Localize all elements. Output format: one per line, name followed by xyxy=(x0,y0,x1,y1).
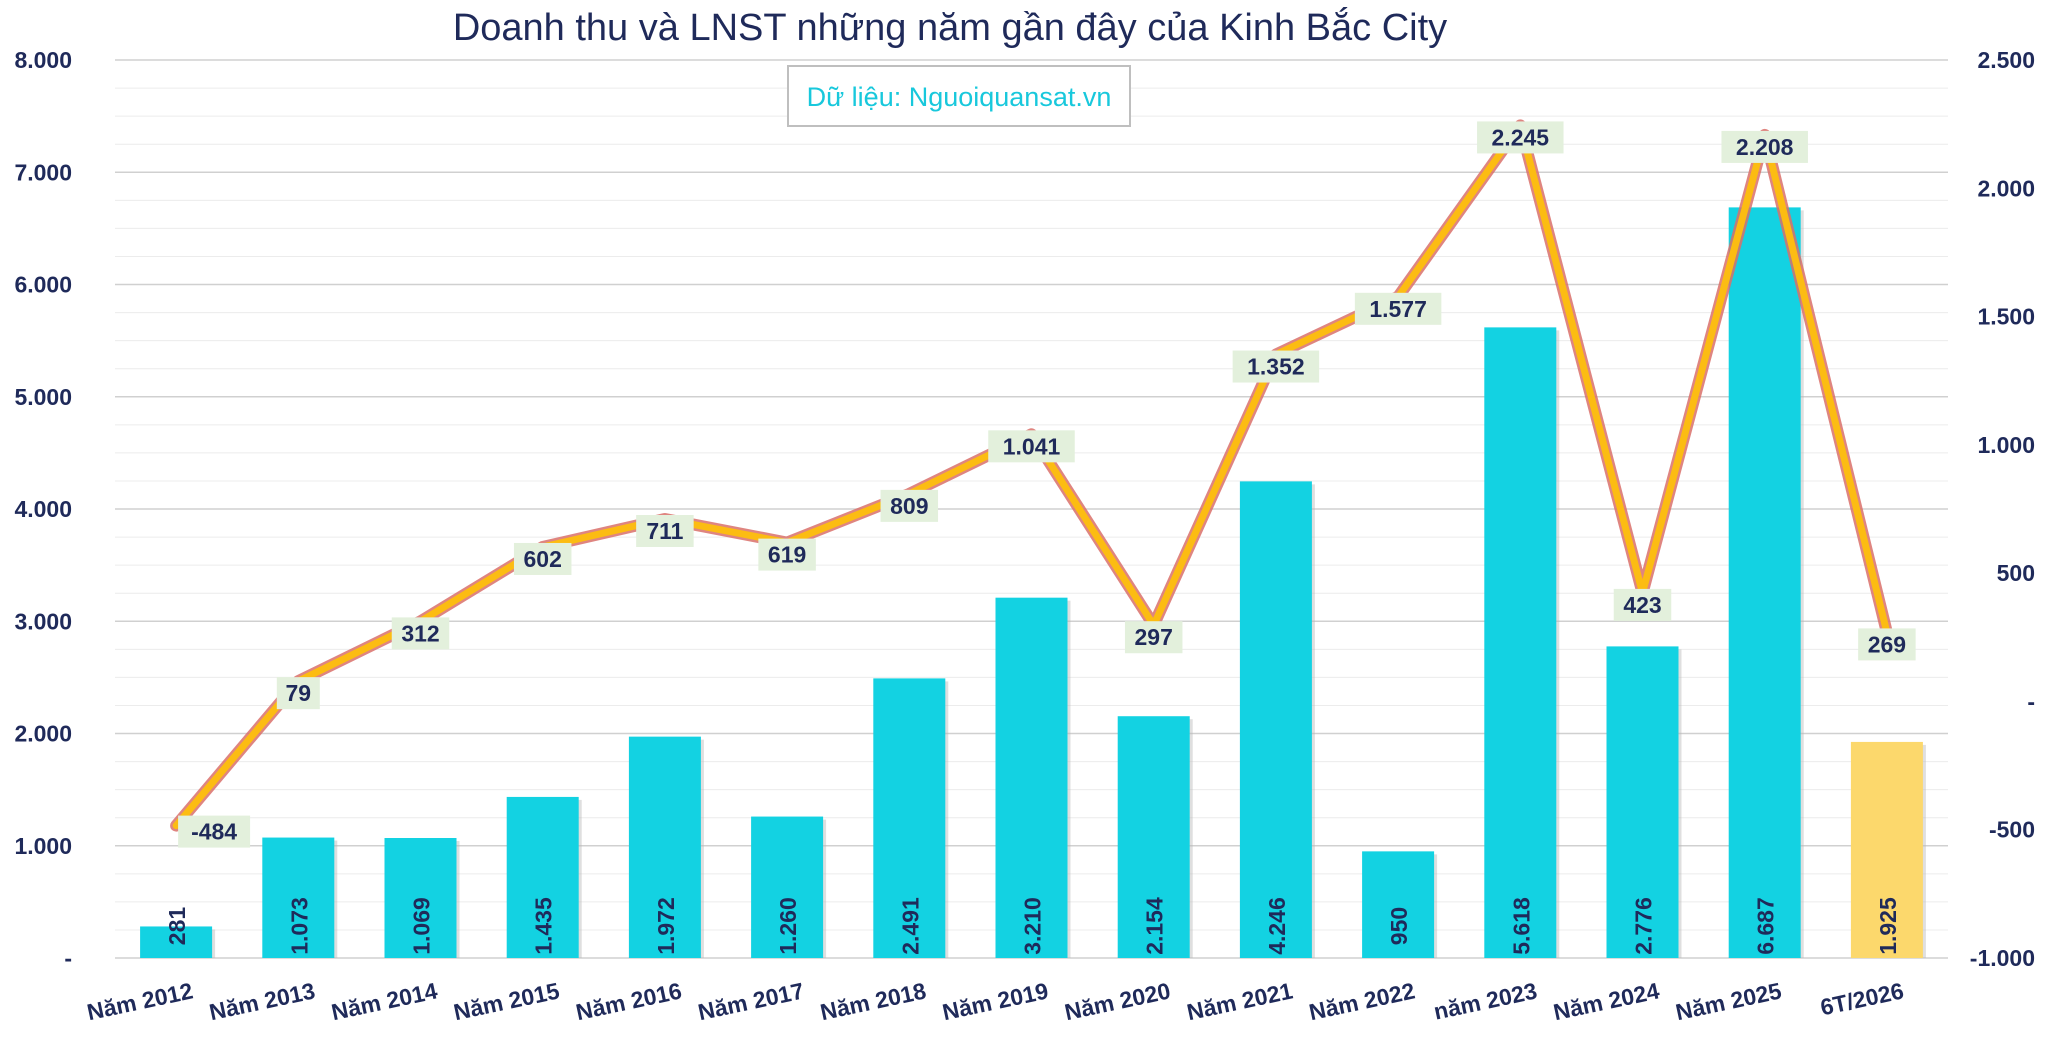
right-axis-tick: -1.000 xyxy=(1970,945,2035,971)
x-axis-tick-label: Năm 2021 xyxy=(1184,977,1295,1025)
revenue-bar xyxy=(1728,207,1801,958)
revenue-bar xyxy=(1606,646,1679,958)
x-axis-tick-label: Năm 2024 xyxy=(1551,977,1662,1025)
bar-value-label: 1.073 xyxy=(286,897,312,955)
revenue-bar xyxy=(751,816,824,958)
line-label-bg xyxy=(513,542,572,575)
line-value-label: 1.041 xyxy=(1003,433,1061,459)
bar-value-label: 2.491 xyxy=(897,897,923,955)
revenue-bar xyxy=(140,926,213,958)
line-label-bg xyxy=(276,677,320,710)
line-value-label: 312 xyxy=(401,620,439,646)
revenue-bar xyxy=(1117,716,1190,958)
bar-value-label: 4.246 xyxy=(1264,897,1290,955)
source-box: Dữ liệu: Nguoiquansat.vn xyxy=(787,65,1131,127)
x-axis-tick-label: Năm 2016 xyxy=(573,977,683,1025)
revenue-bar xyxy=(873,678,946,958)
line-value-label: -484 xyxy=(191,819,237,845)
left-axis-tick: 7.000 xyxy=(14,159,72,185)
bar-value-label: 3.210 xyxy=(1020,897,1046,955)
line-label-bg xyxy=(636,515,694,548)
revenue-bar xyxy=(1239,481,1312,958)
revenue-bar xyxy=(262,837,335,958)
revenue-bar xyxy=(384,838,457,958)
left-axis-tick: 4.000 xyxy=(14,496,72,522)
x-axis-tick-label: Năm 2022 xyxy=(1307,977,1417,1025)
line-value-label: 2.245 xyxy=(1492,124,1550,150)
line-label-bg xyxy=(1124,621,1183,654)
x-axis-tick-label: Năm 2020 xyxy=(1062,977,1172,1025)
x-axis-tick-label: Năm 2013 xyxy=(207,977,317,1025)
left-axis-tick: 6.000 xyxy=(14,272,72,298)
left-axis-tick: 2.000 xyxy=(14,721,72,747)
right-axis-tick: 500 xyxy=(1997,560,2035,586)
line-label-bg xyxy=(988,430,1075,463)
left-axis-tick: 1.000 xyxy=(14,833,72,859)
line-label-bg xyxy=(391,617,450,650)
x-axis-tick-label: Năm 2012 xyxy=(85,977,195,1025)
source-note: Dữ liệu: Nguoiquansat.vn xyxy=(807,82,1112,112)
line-label-bg xyxy=(1354,292,1442,325)
x-axis-tick-label: năm 2023 xyxy=(1431,977,1539,1024)
line-value-label: 711 xyxy=(646,518,683,544)
line-value-label: 2.208 xyxy=(1736,134,1794,160)
line-label-bg xyxy=(758,538,816,571)
chart-title: Doanh thu và LNST những năm gần đây của … xyxy=(453,6,1447,49)
right-axis-tick: 1.000 xyxy=(1977,432,2035,458)
x-axis-tick-label: Năm 2019 xyxy=(940,977,1050,1025)
bar-value-label: 6.687 xyxy=(1753,897,1779,955)
profit-line: -484 79 312 602 711 619 809 1.041 297 1.352 1.577 2… xyxy=(170,119,1916,848)
bar-value-label: 5.618 xyxy=(1508,897,1534,955)
right-axis-tick: 2.000 xyxy=(1977,175,2035,201)
revenue-bar xyxy=(1484,327,1557,958)
bar-value-label: 2.776 xyxy=(1631,897,1657,955)
left-axis-tick: - xyxy=(64,945,72,971)
line-label-bg xyxy=(1858,628,1916,661)
line-value-label: 79 xyxy=(286,680,312,706)
left-axis-tick: 3.000 xyxy=(14,608,72,634)
line-value-label: 602 xyxy=(524,546,562,572)
right-axis-tick: - xyxy=(2027,688,2035,714)
line-label-bg xyxy=(1232,350,1320,383)
line-value-label: 619 xyxy=(768,542,806,568)
line-label-bg xyxy=(1477,121,1564,154)
x-axis-tick-label: Năm 2025 xyxy=(1673,977,1784,1025)
bar-value-label: 1.069 xyxy=(409,897,435,955)
line-label-bg xyxy=(1721,130,1808,163)
right-axis-tick: 1.500 xyxy=(1977,304,2035,330)
x-axis-tick-label: Năm 2015 xyxy=(451,977,562,1025)
right-axis-tick: 2.500 xyxy=(1977,47,2035,73)
line-label-bg xyxy=(178,815,251,848)
bar-value-label: 2.154 xyxy=(1142,897,1168,955)
x-axis-tick-label: Năm 2017 xyxy=(696,977,806,1025)
x-axis-tick-label: 6T/2026 xyxy=(1818,977,1906,1020)
bar-value-label: 1.435 xyxy=(531,897,557,955)
bar-value-label: 1.925 xyxy=(1875,897,1901,955)
left-axis-tick: 8.000 xyxy=(14,47,72,73)
left-axis-tick: 5.000 xyxy=(14,384,72,410)
revenue-bar xyxy=(995,597,1068,958)
line-value-label: 297 xyxy=(1135,624,1173,650)
revenue-bar xyxy=(1362,851,1435,958)
line-value-label: 1.577 xyxy=(1369,296,1427,322)
revenue-bar xyxy=(1850,741,1923,958)
bar-value-label: 1.972 xyxy=(653,897,679,955)
line-value-label: 269 xyxy=(1868,631,1906,657)
line-label-bg xyxy=(1613,588,1672,621)
bar-value-label: 1.260 xyxy=(775,897,801,955)
revenue-bar xyxy=(506,796,579,958)
right-axis-tick: -500 xyxy=(1989,817,2035,843)
revenue-bar xyxy=(628,736,701,958)
x-axis-tick-label: Năm 2014 xyxy=(329,977,440,1025)
bar-value-label: 950 xyxy=(1386,907,1412,945)
bar-value-label: 281 xyxy=(164,907,190,946)
revenue-bars: 281 1.073 1.069 1.435 1.972 1.260 2.491 3.210 2.… xyxy=(140,207,1926,958)
line-label-bg xyxy=(880,489,939,522)
line-value-label: 809 xyxy=(890,493,928,519)
line-value-label: 423 xyxy=(1623,592,1661,618)
x-axis-tick-label: Năm 2018 xyxy=(818,977,929,1025)
line-value-label: 1.352 xyxy=(1247,354,1305,380)
